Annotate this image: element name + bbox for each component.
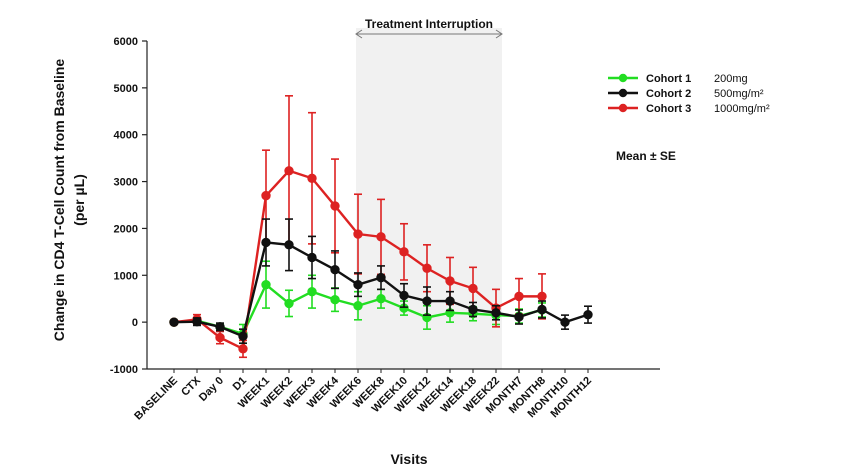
data-point <box>560 317 570 327</box>
data-point <box>491 308 501 318</box>
data-point <box>261 279 271 290</box>
data-point <box>307 173 317 183</box>
data-point <box>238 344 248 354</box>
data-point <box>169 317 179 327</box>
annotation-label: Treatment Interruption <box>365 17 493 31</box>
y-tick-label: 3000 <box>114 177 138 189</box>
data-point <box>445 276 455 286</box>
data-point <box>514 291 524 302</box>
legend-series-name: Cohort 3 <box>646 103 691 115</box>
series-2 <box>169 218 593 345</box>
data-point <box>376 294 386 304</box>
x-tick-label: D1 <box>231 375 249 393</box>
y-tick-label: -1000 <box>110 364 138 376</box>
data-point <box>422 263 432 273</box>
data-point <box>514 312 524 322</box>
data-point <box>284 166 294 176</box>
y-tick-label: 1000 <box>114 270 138 282</box>
data-point <box>537 304 547 315</box>
y-tick-label: 6000 <box>114 36 138 48</box>
annotation-arrow-right-icon <box>495 29 503 39</box>
legend-series-dose: 500mg/m² <box>714 88 764 100</box>
data-point <box>307 252 317 263</box>
legend-series-name: Cohort 1 <box>646 73 691 85</box>
data-point <box>376 232 386 242</box>
x-tick-label: Day 0 <box>197 375 226 404</box>
data-point <box>353 279 363 290</box>
y-axis-title-unit: (per µL) <box>71 174 87 226</box>
data-point <box>284 298 294 309</box>
data-point <box>284 240 294 250</box>
annotation-arrow-left-icon <box>355 29 363 39</box>
legend-marker <box>618 88 628 98</box>
legend-series-dose: 200mg <box>714 73 748 85</box>
y-tick-label: 0 <box>132 317 138 329</box>
series-layer <box>169 95 593 359</box>
y-tick-label: 5000 <box>114 83 138 95</box>
data-point <box>353 229 363 239</box>
data-point <box>215 332 225 343</box>
legend-marker <box>618 103 628 113</box>
y-axis-title: Change in CD4 T-Cell Count from Baseline <box>51 59 67 342</box>
legend-marker <box>618 73 628 83</box>
treatment-interruption-annotation: Treatment Interruption <box>355 17 503 39</box>
data-point <box>445 296 455 306</box>
legend: Cohort 1 200mg Cohort 2 500mg/m² Cohort 3 100… <box>608 73 770 115</box>
treatment-interruption-shade <box>356 28 502 369</box>
y-tick-label: 4000 <box>114 130 138 142</box>
data-point <box>261 237 271 248</box>
data-point <box>238 331 248 341</box>
x-axis-title: Visits <box>390 451 427 467</box>
mean-se-note: Mean ± SE <box>616 149 676 163</box>
x-tick-label: BASELINE <box>132 375 180 423</box>
data-point <box>376 272 386 283</box>
data-point <box>399 290 409 301</box>
data-point <box>330 201 340 211</box>
data-point <box>583 309 593 320</box>
data-point <box>422 296 432 306</box>
data-point <box>307 286 317 297</box>
legend-series-dose: 1000mg/m² <box>714 103 770 115</box>
data-point <box>399 247 409 257</box>
data-point <box>537 291 547 302</box>
data-point <box>261 190 271 201</box>
data-point <box>330 294 340 305</box>
legend-series-name: Cohort 2 <box>646 88 691 100</box>
data-point <box>192 316 202 327</box>
y-ticks: -1000 0 1000 2000 3000 4000 5000 6000 <box>110 36 147 376</box>
data-point <box>353 301 363 311</box>
y-tick-label: 2000 <box>114 223 138 235</box>
data-point <box>330 264 340 275</box>
data-point <box>468 283 478 294</box>
data-point <box>215 322 225 332</box>
data-point <box>468 304 478 315</box>
